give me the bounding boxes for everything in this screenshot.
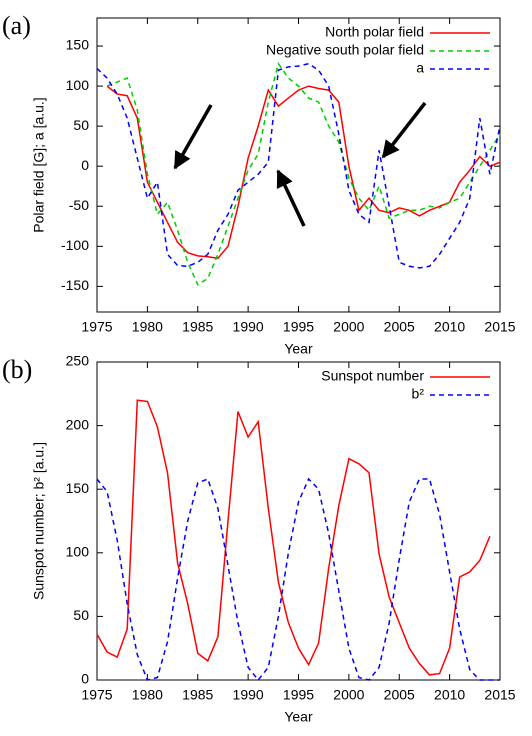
arrow [173,104,213,170]
x-tick-label: 1995 [283,319,314,335]
plot-frame [96,17,501,313]
x-tick-label: 1980 [132,687,163,703]
y-tick-label: 100 [66,544,90,560]
y-tick-label: 150 [66,480,90,496]
x-tick-label: 2005 [384,319,415,335]
arrow [276,169,306,227]
x-tick-label: 1975 [81,319,112,335]
y-tick-label: 150 [66,37,90,53]
x-tick-label: 1990 [233,319,264,335]
legend-label: a [416,60,424,76]
series-line [106,61,501,286]
legend-label: North polar field [325,24,424,40]
y-tick-label: 50 [73,117,89,133]
y-tick-label: 50 [73,607,89,623]
y-tick-label: 0 [81,671,89,687]
y-tick-label: -150 [61,277,89,293]
y-tick-label: 200 [66,416,90,432]
y-tick-label: 100 [66,77,90,93]
x-tick-label: 1980 [132,319,163,335]
legend-label: Negative south polar field [266,42,424,58]
arrow [381,101,427,159]
x-axis-label: Year [284,341,313,357]
x-tick-label: 2005 [384,687,415,703]
legend-label: b² [412,386,425,402]
x-tick-label: 1995 [283,687,314,703]
x-tick-label: 2015 [484,319,515,335]
x-tick-label: 1975 [81,687,112,703]
y-axis-label: Sunspot number; b² [a.u.] [31,442,47,600]
x-tick-label: 2000 [333,319,364,335]
plot-frame [96,361,501,681]
y-tick-label: 250 [66,353,90,369]
series-line [96,62,501,269]
x-tick-label: 1985 [182,687,213,703]
series-line [96,399,491,676]
arrows [173,101,427,227]
x-axis-label: Year [284,709,313,725]
x-tick-label: 2010 [434,319,465,335]
series-line [96,477,500,682]
x-tick-label: 2015 [484,687,515,703]
y-tick-label: 0 [81,157,89,173]
x-tick-label: 2000 [333,687,364,703]
y-tick-label: -50 [69,197,89,213]
y-tick-label: -100 [61,237,89,253]
legend-label: Sunspot number [321,368,424,384]
x-tick-label: 1990 [233,687,264,703]
panel-label: (a) [2,11,31,40]
x-tick-label: 1985 [182,319,213,335]
series-line [106,85,501,260]
panel-label: (b) [2,355,32,384]
x-tick-label: 2010 [434,687,465,703]
y-axis-label: Polar field [G]; a [a.u.] [31,97,47,232]
